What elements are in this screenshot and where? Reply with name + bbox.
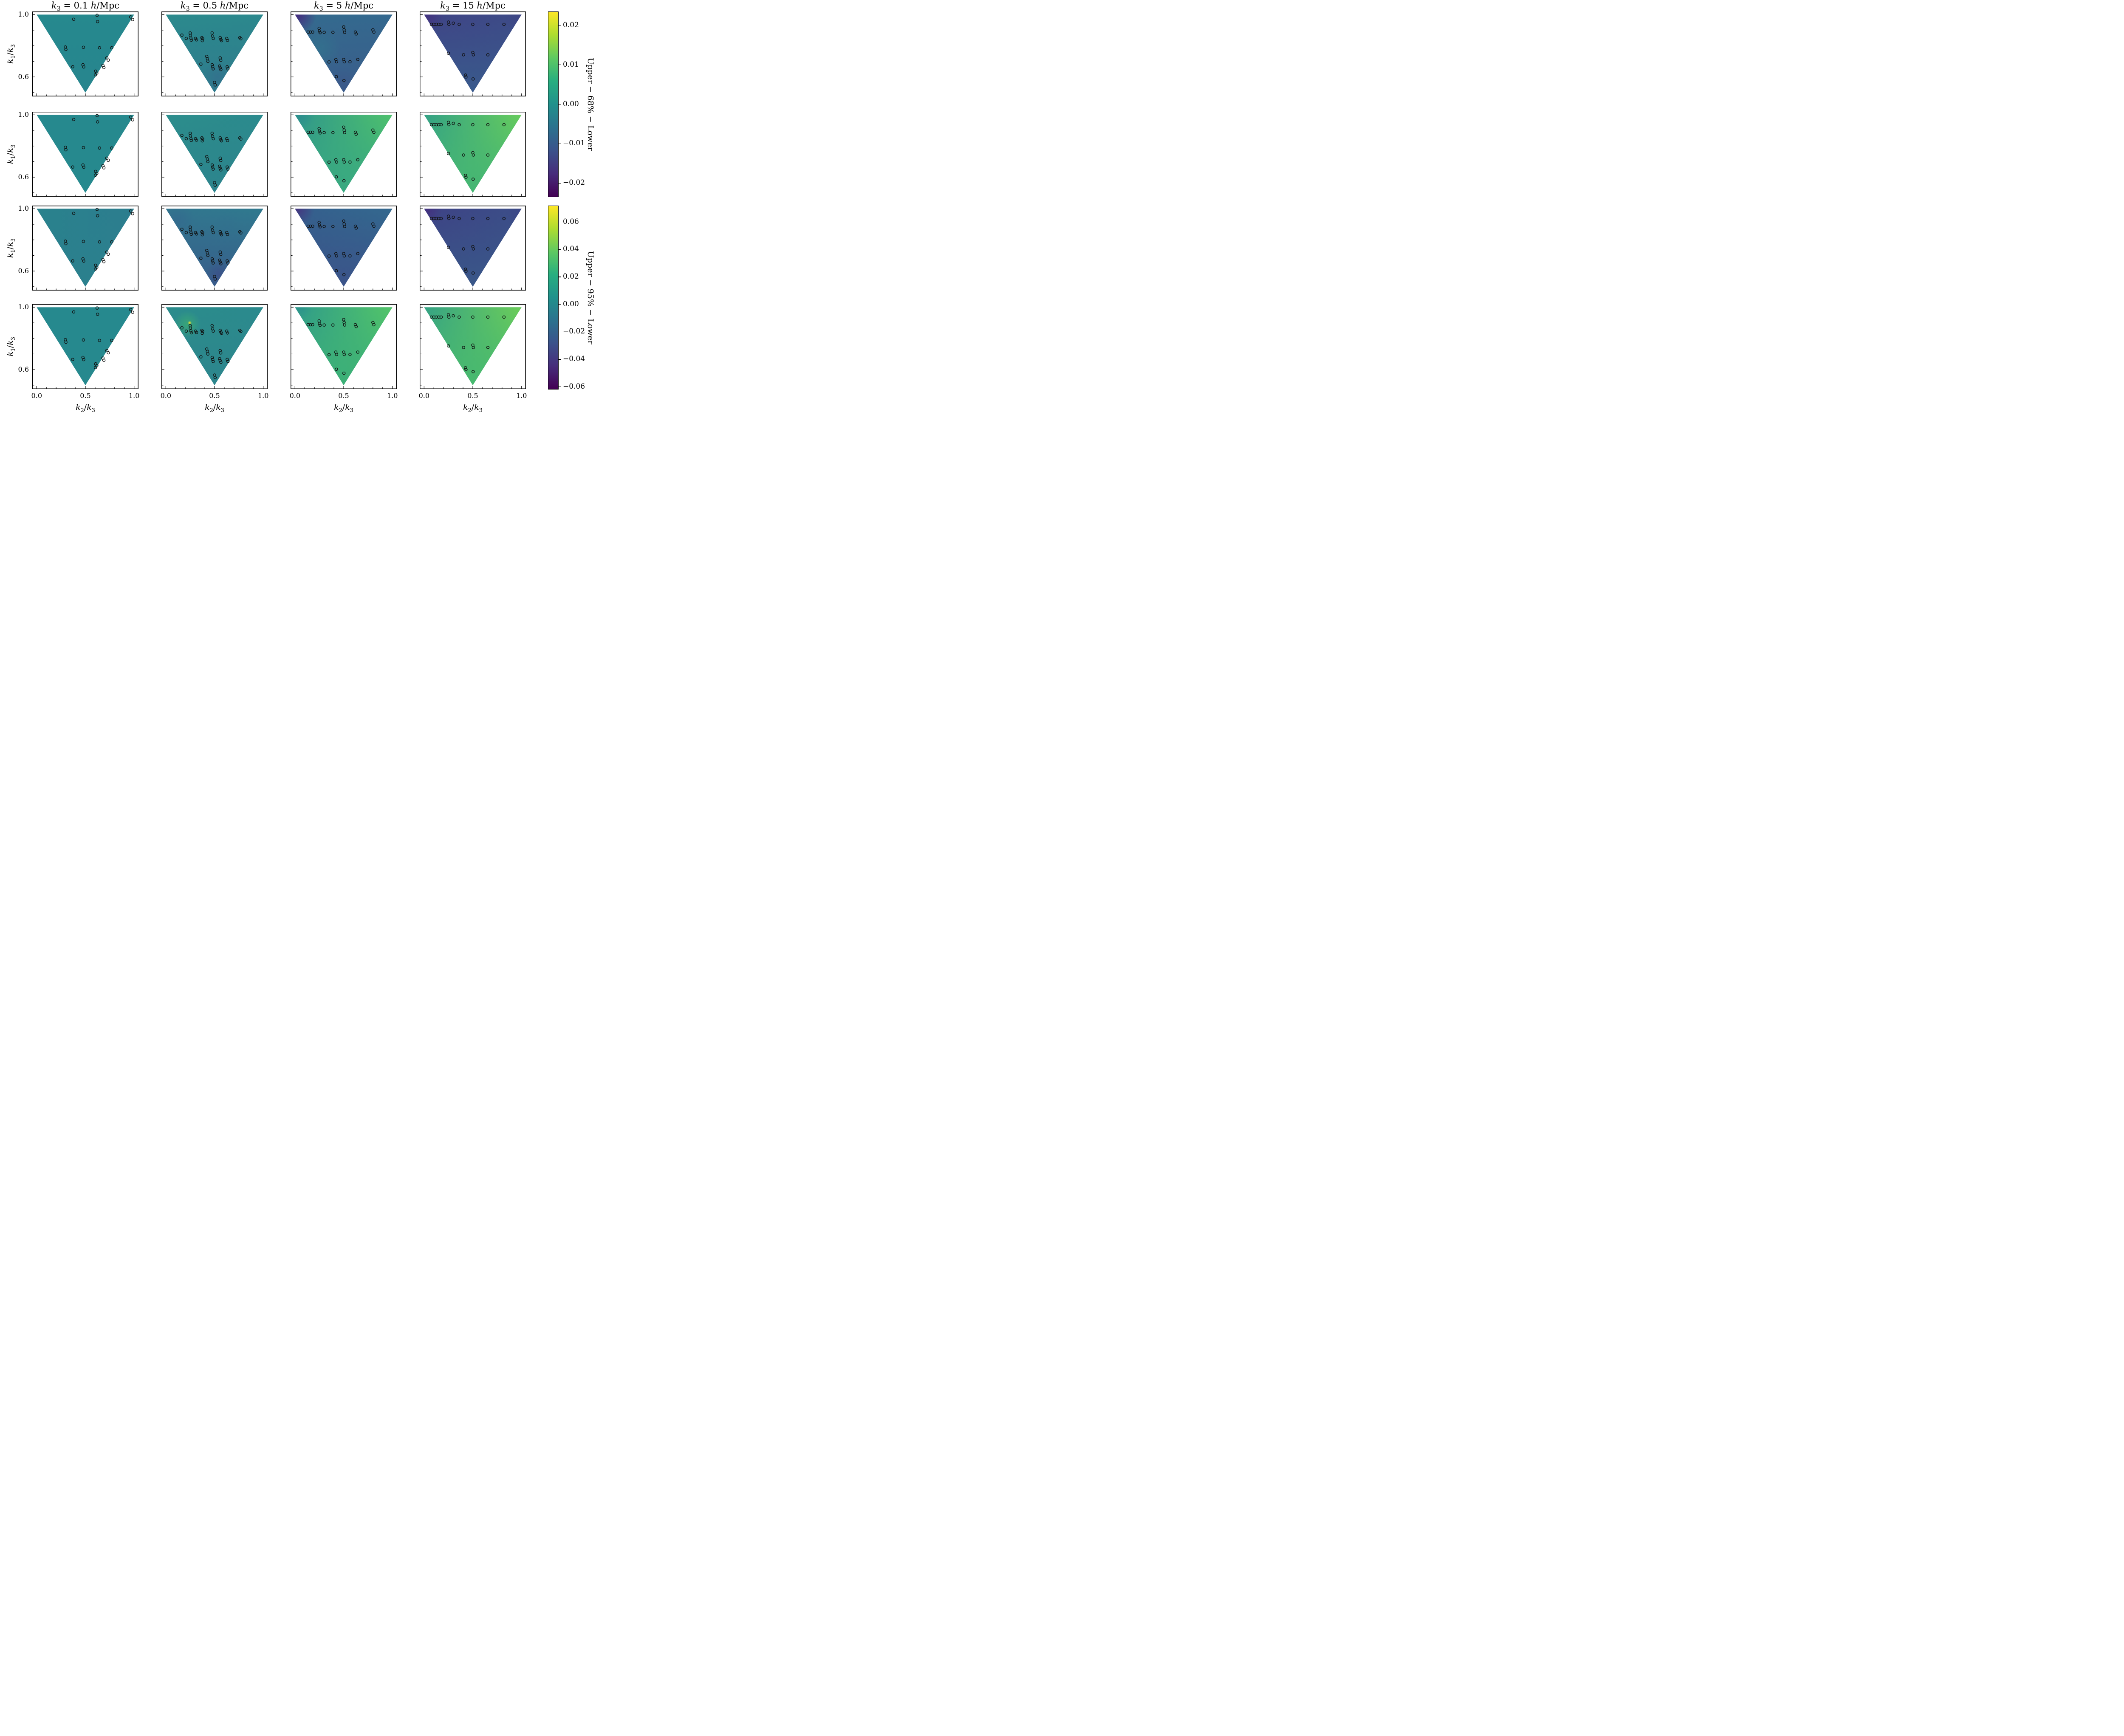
y-tick-label: 0.6 [18, 73, 29, 81]
panel-r3c3 [291, 206, 397, 291]
column-title-1: k3 = 0.1 h/Mpc [51, 0, 120, 13]
colorbar-tick-label: −0.02 [563, 178, 585, 187]
colorbar-tick-label: 0.06 [563, 217, 579, 226]
triangle-heatmap-canvas-r4c2 [161, 304, 268, 389]
panel-r2c1 [32, 112, 138, 197]
colorbar-tick-label: 0.01 [563, 60, 579, 69]
panel-r1c4 [420, 11, 526, 96]
x-axis-label: k2/k3 [334, 403, 353, 414]
colorbar-label-68: Upper − 68% − Lower [586, 57, 595, 151]
triangle-heatmap-canvas-r1c1 [32, 11, 138, 96]
y-tick-label: 1.0 [18, 10, 29, 19]
x-tick-label: 0.0 [418, 392, 430, 400]
y-axis-label: k1/k3 [6, 238, 17, 258]
y-tick-label: 0.6 [18, 267, 29, 275]
colorbar-tick-label: −0.04 [563, 354, 585, 363]
panel-r2c3 [291, 112, 397, 197]
y-axis-label: k1/k3 [6, 337, 17, 356]
y-axis-label: k1/k3 [6, 44, 17, 64]
triangle-heatmap-canvas-r1c4 [420, 11, 526, 96]
triangle-heatmap-canvas-r2c2 [161, 112, 268, 197]
x-axis-label: k2/k3 [76, 403, 95, 414]
x-tick-label: 0.5 [209, 392, 220, 400]
panel-r2c4 [420, 112, 526, 197]
panel-r4c4 [420, 304, 526, 389]
colorbar-tick-label: 0.00 [563, 299, 579, 308]
x-tick-label: 0.5 [467, 392, 478, 400]
x-tick-label: 0.5 [338, 392, 349, 400]
y-tick-label: 0.6 [18, 173, 29, 181]
panel-r1c2 [161, 11, 268, 96]
y-tick-label: 1.0 [18, 204, 29, 213]
colorbar-tick-label: −0.01 [563, 139, 585, 148]
triangle-heatmap-canvas-r4c4 [420, 304, 526, 389]
colorbar-tick-mark [559, 304, 561, 305]
colorbar-95 [548, 206, 559, 390]
x-tick-label: 0.5 [80, 392, 91, 400]
triangle-heatmap-canvas-r2c1 [32, 112, 138, 197]
panel-r4c2 [161, 304, 268, 389]
y-tick-label: 1.0 [18, 303, 29, 311]
panel-r4c1 [32, 304, 138, 389]
x-tick-label: 0.0 [31, 392, 42, 400]
triangle-heatmap-canvas-r3c4 [420, 206, 526, 291]
triangle-heatmap-canvas-r4c1 [32, 304, 138, 389]
figure-triangle-grid: k3 = 0.1 h/Mpc 1.0 0.6 k1/k3 k3 = 0.5 h/Mpc k… [0, 0, 603, 434]
x-axis-label: k2/k3 [463, 403, 483, 414]
x-tick-label: 1.0 [257, 392, 269, 400]
triangle-heatmap-canvas-r4c3 [291, 304, 397, 389]
y-axis-label: k1/k3 [6, 144, 17, 164]
x-tick-label: 1.0 [128, 392, 140, 400]
triangle-heatmap-canvas-r2c4 [420, 112, 526, 197]
colorbar-tick-label: 0.04 [563, 245, 579, 254]
colorbar-tick-label: −0.02 [563, 327, 585, 336]
y-tick-label: 1.0 [18, 110, 29, 119]
panel-r1c1 [32, 11, 138, 96]
panel-r3c4 [420, 206, 526, 291]
triangle-heatmap-canvas-r1c3 [291, 11, 397, 96]
triangle-heatmap-canvas-r3c2 [161, 206, 268, 291]
panel-r1c3 [291, 11, 397, 96]
colorbar-tick-label: 0.02 [563, 20, 579, 29]
x-tick-label: 0.0 [160, 392, 172, 400]
panel-r3c2 [161, 206, 268, 291]
triangle-heatmap-canvas-r3c1 [32, 206, 138, 291]
panel-r4c3 [291, 304, 397, 389]
column-title-3: k3 = 5 h/Mpc [314, 0, 374, 13]
panel-r2c2 [161, 112, 268, 197]
column-title-4: k3 = 15 h/Mpc [440, 0, 506, 13]
colorbar-tick-mark [559, 249, 561, 250]
column-title-2: k3 = 0.5 h/Mpc [180, 0, 249, 13]
colorbar-68 [548, 11, 559, 197]
triangle-heatmap-canvas-r1c2 [161, 11, 268, 96]
triangle-heatmap-canvas-r2c3 [291, 112, 397, 197]
x-tick-label: 1.0 [516, 392, 527, 400]
triangle-heatmap-canvas-r3c3 [291, 206, 397, 291]
x-axis-label: k2/k3 [205, 403, 224, 414]
colorbar-label-95: Upper − 95% − Lower [586, 251, 595, 344]
colorbar-tick-label: 0.00 [563, 99, 579, 108]
panel-r3c1 [32, 206, 138, 291]
x-tick-label: 1.0 [387, 392, 398, 400]
colorbar-tick-label: −0.06 [563, 382, 585, 391]
y-tick-label: 0.6 [18, 365, 29, 374]
x-tick-label: 0.0 [289, 392, 301, 400]
colorbar-tick-label: 0.02 [563, 272, 579, 281]
